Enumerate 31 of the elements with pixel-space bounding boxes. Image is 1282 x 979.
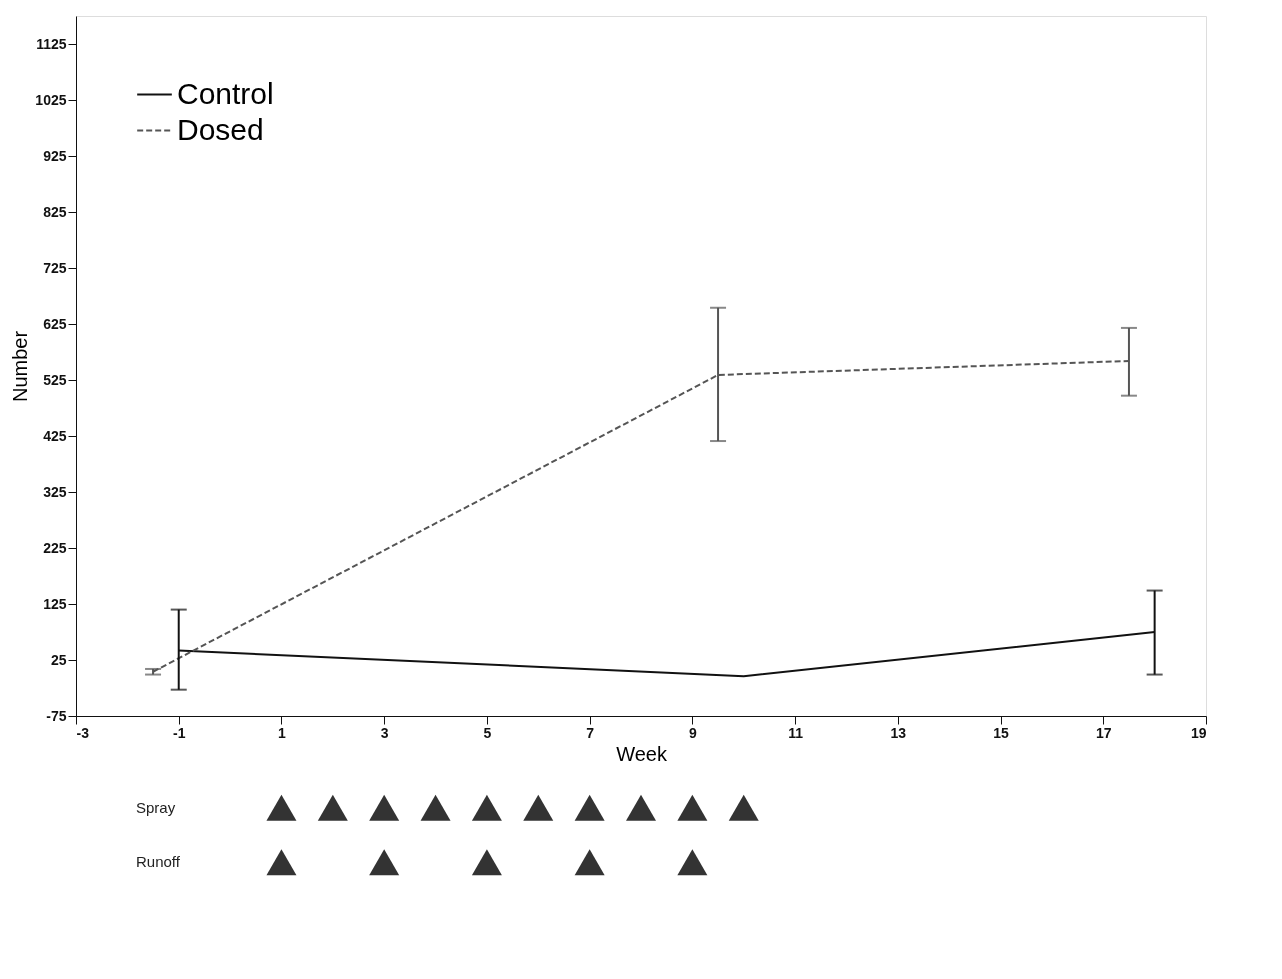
y-tick-label: 525 xyxy=(43,371,67,388)
x-tick-label: 3 xyxy=(380,724,389,741)
y-tick-label: 125 xyxy=(43,595,67,612)
y-tick-label: 425 xyxy=(43,427,67,444)
text: Spray xyxy=(136,798,176,816)
x-tick-label: 19 xyxy=(1190,724,1207,741)
legend-label: Dosed xyxy=(177,112,264,146)
y-tick-label: 625 xyxy=(43,315,67,332)
x-tick-label: 11 xyxy=(788,724,804,741)
y-tick-label: 1125 xyxy=(36,35,67,52)
legend-label: Control xyxy=(177,76,274,110)
text: Runoff xyxy=(136,853,181,871)
y-tick-label: 925 xyxy=(43,147,67,164)
x-tick-label: 13 xyxy=(890,724,907,741)
x-tick-label: -3 xyxy=(76,724,90,741)
x-tick-label: -1 xyxy=(173,724,186,741)
y-tick-label: 225 xyxy=(43,539,67,556)
x-tick-label: 15 xyxy=(993,724,1010,741)
y-tick-label: -75 xyxy=(46,707,67,724)
y-tick-label: 325 xyxy=(43,483,67,500)
x-tick-label: 17 xyxy=(1095,724,1112,741)
y-tick-label: 825 xyxy=(43,203,67,220)
x-axis-title: Week xyxy=(616,742,668,765)
x-tick-label: 7 xyxy=(586,724,595,741)
y-tick-label: 25 xyxy=(50,651,67,668)
x-tick-label: 9 xyxy=(688,724,697,741)
y-tick-label: 1025 xyxy=(35,91,67,108)
x-tick-label: 1 xyxy=(278,724,287,741)
y-tick-label: 725 xyxy=(43,259,67,276)
y-axis-title: Number xyxy=(9,330,32,403)
x-tick-label: 5 xyxy=(483,724,492,741)
